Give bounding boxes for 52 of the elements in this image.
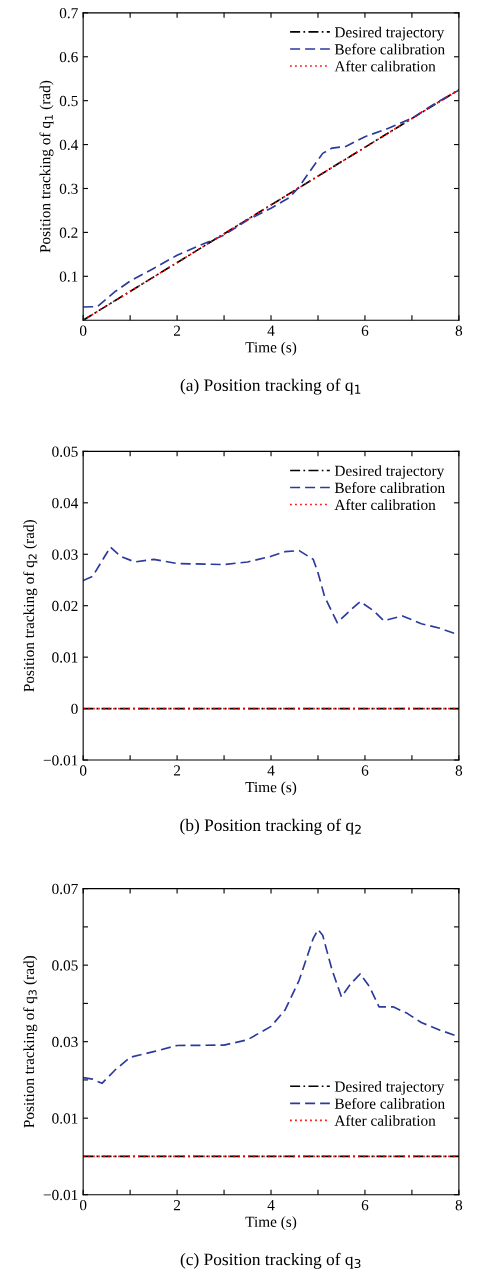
y-tick-label: 0.05 <box>52 960 78 971</box>
y-tick-label: 0.4 <box>59 139 79 151</box>
x-tick-label: 8 <box>455 325 463 336</box>
legend-label: Desired trajectory <box>334 465 445 480</box>
y-tick-label: 0.5 <box>59 95 78 107</box>
x-tick-label: 8 <box>455 765 463 776</box>
y-axis-title: Position tracking of q$_{1}$ (rad) <box>39 80 54 253</box>
y-axis-title: Position tracking of q$_{3}$ (rad) <box>23 955 38 1128</box>
y-tick-label: 0.03 <box>52 549 78 560</box>
y-tick-label: 0.03 <box>52 1036 78 1048</box>
x-axis-title: Time (s) <box>245 341 297 356</box>
y-tick-label: 0.04 <box>52 497 79 509</box>
y-tick-label: 0.05 <box>52 446 78 457</box>
x-tick-label: 2 <box>173 325 181 336</box>
legend-label: Before calibration <box>334 482 445 494</box>
text: (c) Position tracking of q$_{3}$ <box>180 1252 361 1269</box>
x-tick-label: 4 <box>267 1200 275 1211</box>
text: (b) Position tracking of q$_{2}$ <box>180 818 361 835</box>
y-tick-label: 0.6 <box>59 51 78 63</box>
x-tick-label: 4 <box>267 765 275 776</box>
x-tick-label: 0 <box>79 1200 87 1211</box>
legend-label: Before calibration <box>334 1097 445 1109</box>
y-tick-label: 0.01 <box>52 652 78 663</box>
y-tick-label: 0 <box>71 703 78 715</box>
x-axis-title: Time (s) <box>245 1216 297 1231</box>
y-tick-label: 0.7 <box>59 8 78 19</box>
legend-label: Before calibration <box>334 43 445 55</box>
legend-label: Desired trajectory <box>334 26 445 41</box>
x-tick-label: 8 <box>455 1200 463 1211</box>
y-tick-label: 0.2 <box>59 227 78 238</box>
x-tick-label: 2 <box>173 765 181 776</box>
y-tick-label: −0.01 <box>43 1189 78 1201</box>
x-tick-label: 4 <box>267 325 275 336</box>
x-tick-label: 0 <box>79 765 87 776</box>
x-tick-label: 6 <box>361 765 369 776</box>
x-tick-label: 0 <box>79 325 87 336</box>
legend-label: After calibration <box>334 60 436 72</box>
x-tick-label: 6 <box>361 325 369 336</box>
x-axis-title: Time (s) <box>245 781 297 796</box>
y-tick-label: 0.02 <box>52 600 78 612</box>
y-tick-label: 0.01 <box>52 1113 78 1124</box>
y-axis-title: Position tracking of q$_{2}$ (rad) <box>23 520 38 692</box>
legend-label: Desired trajectory <box>334 1081 445 1095</box>
x-tick-label: 6 <box>361 1200 369 1211</box>
y-tick-label: −0.01 <box>43 755 78 766</box>
x-tick-label: 2 <box>173 1200 181 1211</box>
text: (a) Position tracking of q$_{1}$ <box>180 378 361 395</box>
y-tick-label: 0.07 <box>52 883 78 895</box>
legend-label: After calibration <box>334 499 436 511</box>
y-tick-label: 0.1 <box>59 271 78 282</box>
legend-label: After calibration <box>334 1114 436 1126</box>
y-tick-label: 0.3 <box>59 183 78 195</box>
